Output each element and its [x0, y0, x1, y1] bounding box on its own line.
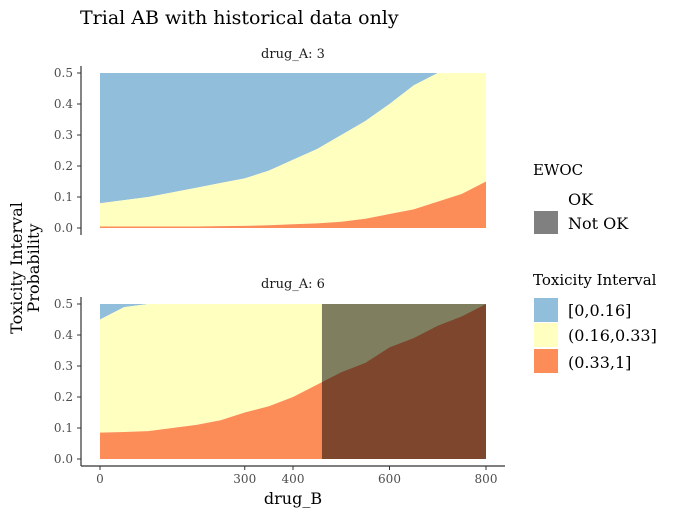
- x-tick-label: 800: [475, 472, 498, 486]
- ewoc-not-ok-region: [321, 304, 486, 459]
- legend-ewoc: EWOC OK Not OK: [533, 161, 629, 234]
- area-interval-0.16-0.33: [100, 73, 486, 227]
- y-axis-label-line1: Toxicity Interval: [7, 202, 26, 334]
- area-interval-0-0.16: [100, 73, 486, 204]
- area-interval-0.33-1: [100, 181, 486, 228]
- panel-2: drug_A: 6 0.0 0.1 0.2 0.3 0.4 0.5 0 300 400 600 800: [54, 277, 505, 486]
- legend-interval-title: Toxicity Interval: [533, 271, 657, 289]
- legend-key-mid: [534, 323, 558, 347]
- y-tick-label: 0.3: [54, 359, 73, 373]
- y-axis-label-line2: Probability: [24, 224, 43, 313]
- x-tick-label: 600: [378, 472, 401, 486]
- panel-strip-label: drug_A: 6: [261, 277, 325, 292]
- legend-entry-low: [0,0.16]: [568, 301, 631, 320]
- y-tick-label: 0.4: [54, 97, 73, 111]
- y-tick-label: 0.2: [54, 159, 73, 173]
- y-tick-label: 0.1: [54, 421, 73, 435]
- panel-1: drug_A: 3 0.0 0.1 0.2 0.3 0.4 0.5: [54, 47, 486, 235]
- legend-ewoc-title: EWOC: [533, 161, 583, 179]
- y-tick-label: 0.5: [54, 297, 73, 311]
- legend-entry-not-ok: Not OK: [568, 214, 629, 233]
- x-tick-label: 400: [282, 472, 305, 486]
- y-tick-label: 0.3: [54, 128, 73, 142]
- legend-entry-ok: OK: [568, 190, 594, 209]
- legend-key-high: [534, 349, 558, 373]
- y-tick-label: 0.5: [54, 66, 73, 80]
- legend-entry-mid: (0.16,0.33]: [568, 326, 657, 345]
- chart-title: Trial AB with historical data only: [80, 7, 399, 29]
- panel-strip-label: drug_A: 3: [261, 47, 325, 62]
- x-tick-label: 0: [96, 472, 104, 486]
- y-tick-label: 0.0: [54, 221, 73, 235]
- y-tick-label: 0.1: [54, 190, 73, 204]
- y-tick-label: 0.4: [54, 328, 73, 342]
- x-axis-label: drug_B: [264, 489, 322, 508]
- legend-entry-high: (0.33,1]: [568, 353, 631, 372]
- legend-key-not-ok: [534, 211, 558, 234]
- legend-key-low: [534, 298, 558, 322]
- x-tick-label: 300: [233, 472, 256, 486]
- y-tick-label: 0.2: [54, 390, 73, 404]
- legend-interval: Toxicity Interval [0,0.16] (0.16,0.33] (…: [533, 271, 657, 373]
- y-tick-label: 0.0: [54, 452, 73, 466]
